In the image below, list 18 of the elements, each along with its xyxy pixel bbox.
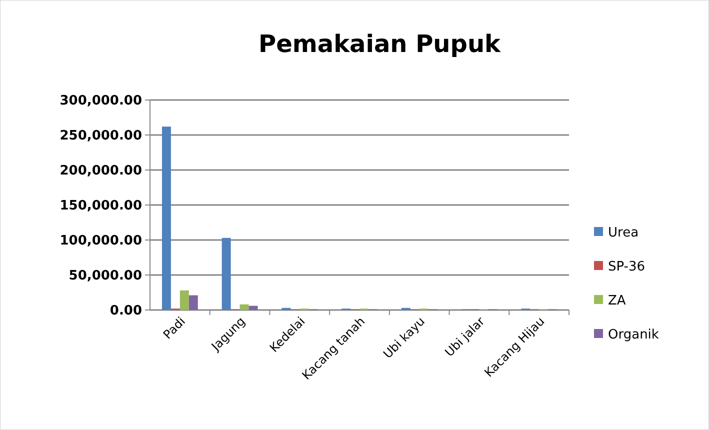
legend-label: ZA [608,294,626,309]
legend-label: SP-36 [608,260,646,275]
legend-label: Urea [608,226,639,241]
legend-label: Organik [608,328,660,343]
y-tick-label: 0.00 [110,304,142,319]
bar [240,304,249,310]
y-tick-label: 150,000.00 [60,198,142,214]
bar [222,238,231,310]
y-tick-label: 250,000.00 [60,128,142,144]
bar [180,290,189,310]
bar [248,306,258,310]
y-tick-label: 300,000.00 [60,94,142,109]
y-tick-label: 100,000.00 [60,234,142,249]
y-tick-label: 50,000.00 [68,268,142,284]
bar [188,295,198,310]
y-tick-label: 200,000.00 [60,164,142,179]
chart-title: Pemakaian Pupuk [258,30,502,58]
bar [162,126,171,310]
